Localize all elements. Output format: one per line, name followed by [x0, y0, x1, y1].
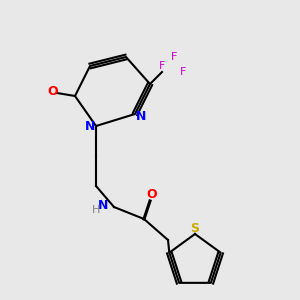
- Text: O: O: [47, 85, 58, 98]
- Text: F: F: [171, 52, 177, 62]
- Text: N: N: [98, 199, 109, 212]
- Text: N: N: [85, 119, 95, 133]
- Text: H: H: [92, 205, 100, 215]
- Text: F: F: [159, 61, 165, 71]
- Text: N: N: [136, 110, 146, 124]
- Text: O: O: [146, 188, 157, 202]
- Text: F: F: [180, 67, 186, 77]
- Text: S: S: [190, 221, 200, 235]
